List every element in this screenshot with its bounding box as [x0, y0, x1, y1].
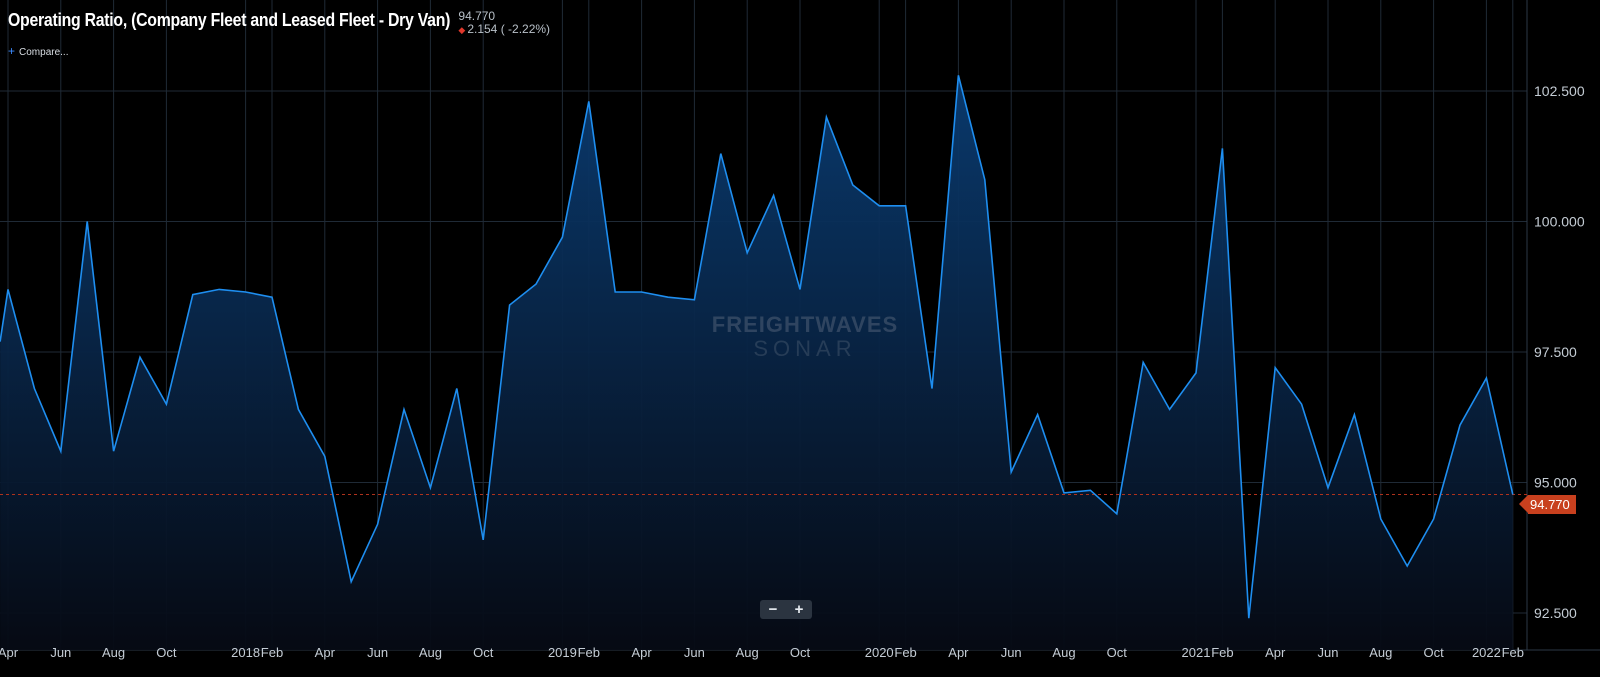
x-tick-label: Oct [1423, 645, 1444, 660]
compare-label: Compare... [19, 47, 68, 58]
x-tick-label: 2018 [231, 645, 260, 660]
x-tick-label: 2021 [1182, 645, 1211, 660]
watermark-line2: SONAR [655, 336, 955, 362]
zoom-control: − + [760, 600, 812, 619]
x-tick-label: Aug [102, 645, 125, 660]
compare-button[interactable]: + Compare... [8, 44, 68, 58]
x-tick-label: Feb [894, 645, 916, 660]
x-tick-label: 2022 [1472, 645, 1501, 660]
x-tick-label: Aug [1369, 645, 1392, 660]
x-tick-label: Jun [367, 645, 388, 660]
x-tick-label: Jun [1001, 645, 1022, 660]
x-tick-label: Oct [156, 645, 177, 660]
y-tick-label: 92.500 [1534, 605, 1577, 621]
x-tick-label: Jun [50, 645, 71, 660]
quote-box: 94.770 ◆2.154 ( -2.22%) [458, 10, 550, 37]
x-tick-label: Apr [1265, 645, 1286, 660]
x-tick-label: Aug [736, 645, 759, 660]
series-area [0, 75, 1513, 650]
y-tick-label: 95.000 [1534, 475, 1577, 491]
x-tick-label: Feb [261, 645, 283, 660]
chart-header: Operating Ratio, (Company Fleet and Leas… [8, 10, 550, 37]
chart-title: Operating Ratio, (Company Fleet and Leas… [8, 10, 450, 31]
x-tick-label: 2019 [548, 645, 577, 660]
x-tick-label: Aug [419, 645, 442, 660]
down-arrow-icon: ◆ [458, 25, 465, 35]
watermark: FREIGHTWAVES SONAR [655, 312, 955, 362]
x-tick-label: Oct [790, 645, 811, 660]
x-tick-label: Jun [1318, 645, 1339, 660]
y-tick-label: 100.000 [1534, 214, 1585, 230]
plus-icon: + [8, 44, 15, 58]
x-tick-label: Oct [1107, 645, 1128, 660]
zoom-out-button[interactable]: − [769, 600, 778, 619]
x-tick-label: Apr [0, 645, 19, 660]
x-tick-label: Feb [1211, 645, 1233, 660]
change-value: ◆2.154 ( -2.22%) [458, 23, 550, 37]
x-tick-label: Aug [1052, 645, 1075, 660]
last-value-tag: 94.770 [1528, 495, 1576, 514]
x-tick-label: Apr [631, 645, 652, 660]
y-tick-label: 102.500 [1534, 83, 1585, 99]
x-tick-label: Apr [315, 645, 336, 660]
x-tick-label: Jun [684, 645, 705, 660]
zoom-in-button[interactable]: + [795, 600, 804, 619]
y-tick-label: 97.500 [1534, 344, 1577, 360]
watermark-line1: FREIGHTWAVES [655, 312, 955, 338]
change-text: 2.154 ( -2.22%) [467, 22, 550, 36]
x-tick-label: Feb [1502, 645, 1524, 660]
x-tick-label: Feb [578, 645, 600, 660]
x-tick-label: 2020 [865, 645, 894, 660]
x-tick-label: Oct [473, 645, 494, 660]
x-tick-label: Apr [948, 645, 969, 660]
